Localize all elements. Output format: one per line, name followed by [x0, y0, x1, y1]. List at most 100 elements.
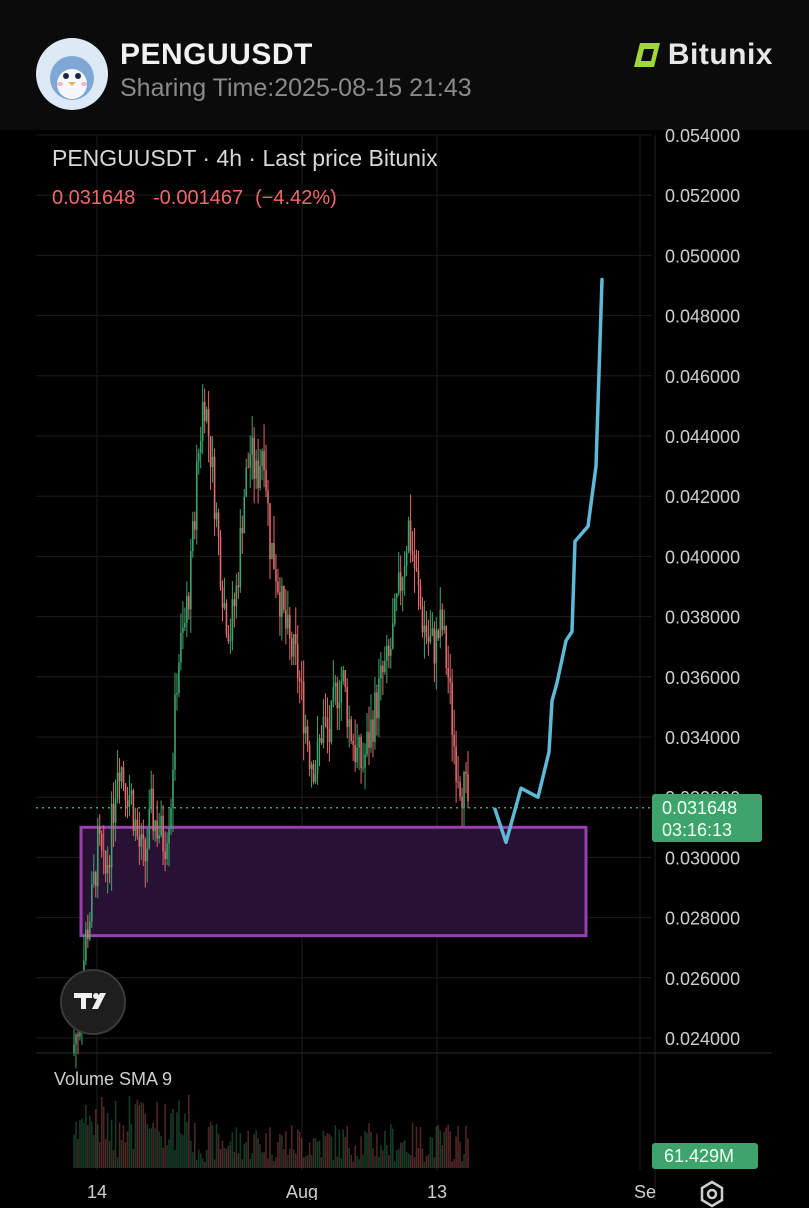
candle-body [415, 568, 418, 571]
y-tick-label: 0.052000 [665, 186, 740, 206]
candle-body [431, 628, 434, 636]
volume-bar [425, 1156, 428, 1168]
candle-body [382, 665, 384, 673]
volume-bar [186, 1122, 188, 1168]
candle-body [108, 864, 111, 868]
volume-bar [461, 1161, 463, 1168]
volume-bar [245, 1142, 248, 1168]
volume-bar [344, 1137, 347, 1168]
gear-icon[interactable] [698, 1180, 726, 1208]
candle-body [413, 554, 416, 569]
candle-body [110, 803, 113, 868]
volume-bar [380, 1145, 382, 1168]
volume-bar [326, 1133, 329, 1168]
candle-body [217, 512, 220, 537]
candle-body [336, 682, 339, 709]
candle-body [435, 630, 438, 664]
volume-bar [366, 1132, 368, 1168]
candle-body [294, 634, 297, 645]
candle-body [269, 503, 271, 559]
chart-price-line: 0.031648 -0.001467 (−4.42%) [52, 187, 349, 210]
volume-bar [388, 1155, 390, 1168]
candle-body [342, 670, 345, 682]
candle-body [304, 726, 307, 734]
candle-body [356, 747, 358, 763]
candle-body [235, 585, 238, 607]
volume-bar [273, 1161, 275, 1168]
candle-body [461, 796, 463, 808]
y-tick-label: 0.050000 [665, 246, 740, 266]
candle-body [384, 660, 386, 673]
candle-body [180, 632, 182, 663]
candle-body [85, 929, 87, 961]
candle-body [368, 731, 370, 748]
candle-body [427, 637, 430, 642]
volume-bar [441, 1144, 444, 1168]
volume-bar [275, 1157, 277, 1168]
x-tick-label: Se [634, 1182, 656, 1200]
candle-body [231, 599, 234, 641]
candle-body [467, 773, 469, 802]
volume-bar [457, 1125, 459, 1168]
candle-countdown: 03:16:13 [662, 820, 733, 840]
volume-bar [403, 1140, 406, 1168]
candle-body [423, 625, 426, 633]
candle-body [285, 609, 287, 629]
candle-body [419, 585, 422, 607]
last-price: 0.031648 [52, 187, 136, 209]
volume-bar [235, 1127, 238, 1168]
candle-body [223, 603, 226, 608]
candle-body [104, 851, 107, 874]
candle-body [455, 746, 457, 782]
candle-body [211, 456, 214, 468]
volume-bar [346, 1125, 349, 1168]
candle-body [287, 615, 289, 629]
volume-bar [354, 1145, 356, 1168]
volume-bar [437, 1125, 440, 1168]
volume-bar [386, 1145, 388, 1168]
tradingview-badge[interactable] [60, 969, 126, 1035]
volume-bar [277, 1142, 279, 1168]
volume-bar [374, 1155, 376, 1168]
candle-body [257, 460, 259, 489]
volume-bar [239, 1132, 242, 1168]
volume-bar [370, 1131, 372, 1168]
volume-bar [73, 1134, 75, 1168]
volume-bar [463, 1153, 465, 1168]
volume-bar [302, 1157, 305, 1168]
volume-bar [138, 1104, 141, 1168]
volume-bar [283, 1148, 285, 1168]
volume-bar [415, 1126, 418, 1168]
candle-body [306, 726, 309, 746]
candle-body [201, 401, 204, 441]
candle-body [154, 820, 156, 832]
candle-body [184, 622, 186, 628]
volume-bar [166, 1145, 168, 1168]
tradingview-logo-icon [74, 993, 106, 1009]
candle-body [330, 700, 333, 742]
x-tick-label: 14 [87, 1182, 107, 1200]
volume-bar [399, 1142, 402, 1168]
volume-bar [382, 1150, 384, 1168]
volume-bar [233, 1151, 236, 1168]
volume-bar [199, 1153, 202, 1168]
volume-bar [279, 1134, 281, 1168]
volume-bar [243, 1143, 246, 1168]
candle-body [132, 790, 135, 831]
candle-body [447, 667, 450, 678]
candle-body [251, 437, 253, 455]
volume-bar [443, 1131, 446, 1168]
volume-bar [108, 1140, 111, 1168]
candle-body [372, 719, 374, 742]
volume-bar [176, 1112, 178, 1168]
candle-body [443, 625, 446, 631]
candle-body [106, 864, 109, 874]
volume-bar [104, 1139, 107, 1168]
volume-bar [152, 1122, 154, 1168]
price-change: -0.001467 [152, 187, 244, 209]
volume-bar [257, 1138, 259, 1168]
candle-body [75, 1034, 77, 1045]
chart-title: PENGUUSDT · 4h · Last price Bitunix [52, 145, 438, 171]
candle-body [364, 754, 366, 768]
